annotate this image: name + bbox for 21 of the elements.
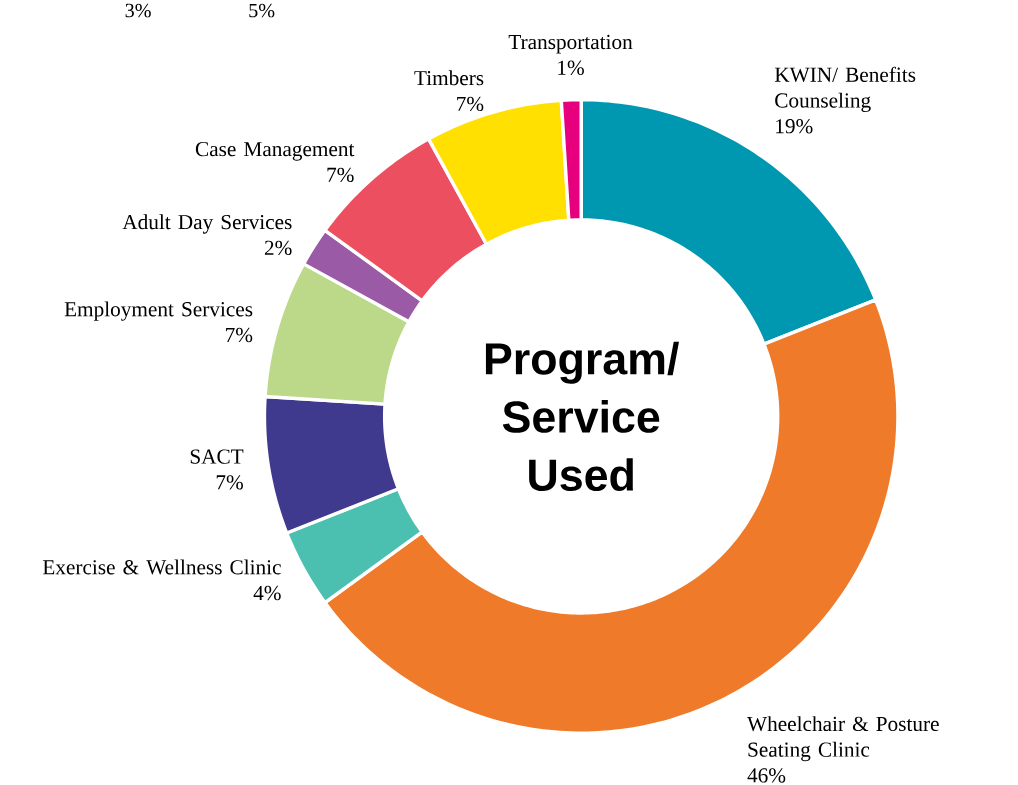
slice-label: KWIN/ Benefits Counseling bbox=[774, 66, 916, 113]
text: 3% bbox=[125, 3, 151, 18]
data-label: 7% bbox=[226, 327, 253, 343]
data-label: 1% bbox=[558, 60, 584, 76]
data-label: 7% bbox=[457, 96, 484, 112]
slice-label: Transportation bbox=[508, 34, 633, 54]
slice-label: SACT bbox=[190, 449, 244, 464]
text: Program/ Service Used bbox=[485, 341, 679, 492]
slice-label: Timbers bbox=[414, 70, 484, 86]
slice-label: Adult Day Services bbox=[122, 214, 292, 234]
data-label: 7% bbox=[216, 475, 243, 490]
slice-label: Employment Services bbox=[64, 301, 253, 321]
text: 5% bbox=[249, 3, 275, 18]
slice-label: Wheelchair & Posture Seating Clinic bbox=[747, 716, 939, 762]
data-label: 46% bbox=[747, 768, 786, 783]
slice-label: Exercise & Wellness Clinic bbox=[42, 559, 281, 575]
data-label: 2% bbox=[264, 240, 292, 256]
data-label: 7% bbox=[327, 167, 354, 183]
data-label: 4% bbox=[253, 585, 281, 601]
data-label: 19% bbox=[776, 119, 813, 134]
slice-label: Case Management bbox=[195, 142, 355, 161]
